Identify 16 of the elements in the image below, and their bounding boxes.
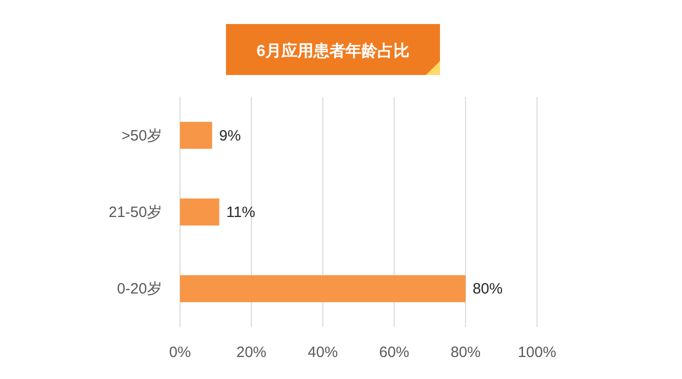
y-tick-label: >50岁: [122, 127, 162, 144]
bar: [180, 122, 212, 149]
y-tick-label: 0-20岁: [116, 280, 162, 298]
data-label: 80%: [472, 280, 503, 298]
x-tick-label: 100%: [518, 344, 556, 361]
bar: [180, 275, 466, 302]
x-tick-label: 80%: [450, 344, 481, 361]
x-tick-label: 40%: [308, 344, 338, 361]
bar: [180, 198, 220, 226]
x-tick-label: 20%: [236, 344, 266, 361]
chart-title: 6月应用患者年龄占比: [256, 41, 410, 60]
data-label: 9%: [219, 127, 241, 144]
x-tick-label: 0%: [169, 344, 191, 361]
x-tick-label: 60%: [379, 344, 410, 361]
data-label: 11%: [226, 204, 256, 221]
y-tick-label: 21-50岁: [108, 204, 162, 221]
